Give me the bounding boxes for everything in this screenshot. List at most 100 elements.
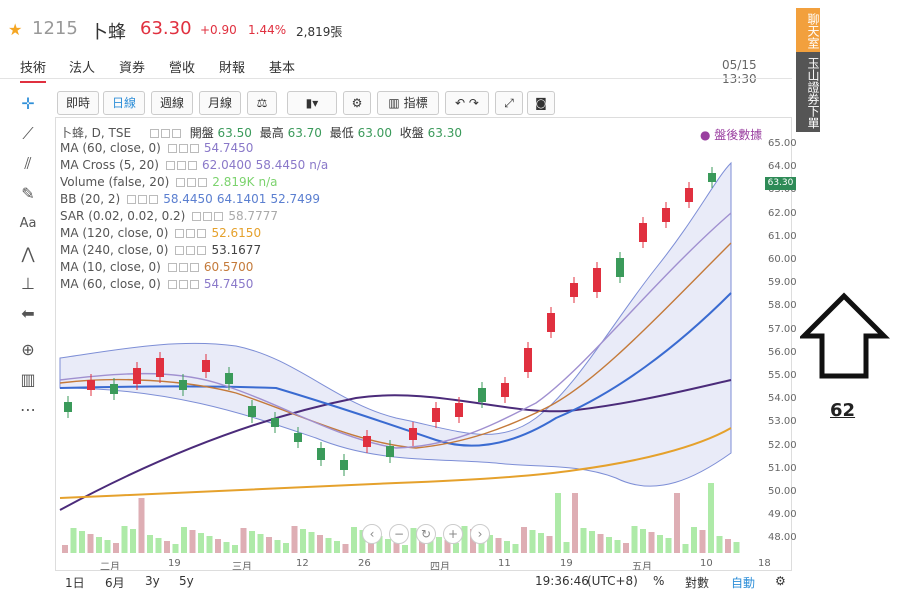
volume-bar (206, 536, 213, 553)
legend-row: MA (60, close, 0) 54.7450 (60, 141, 253, 157)
tab-basic[interactable]: 基本 (269, 61, 296, 76)
after-hours-data-link[interactable]: ● 盤後數據 (700, 128, 763, 142)
open-label: 開盤 (189, 126, 214, 140)
scroll-right-icon[interactable]: › (470, 524, 490, 544)
volume-bar (198, 533, 204, 553)
candlestick-chart[interactable] (56, 118, 791, 570)
volume-bar (691, 527, 697, 553)
zoom-in-icon[interactable]: ⊕ (21, 340, 35, 359)
tab-institutional[interactable]: 法人 (69, 61, 96, 76)
x-tick-label: 二月 (100, 562, 120, 573)
clock-time: 19:36:46 (535, 574, 589, 588)
trendline-icon[interactable]: ⟋ (22, 124, 34, 143)
volume-bar (266, 537, 272, 553)
tab-technical[interactable]: 技術 (20, 57, 47, 83)
reset-icon[interactable]: ↻ (416, 524, 436, 544)
close-value: 63.30 (427, 126, 462, 140)
close-label: 收盤 (399, 126, 424, 140)
chart-toolbar: 即時 日線 週線 月線 ⚖ ▮▾ ⚙ ▥ 指標 ↶ ↷ ⤢ ◙ (55, 90, 792, 116)
tab-margin[interactable]: 資券 (119, 61, 146, 76)
settings-gear-icon-bottom[interactable]: ⚙ (775, 574, 786, 588)
candle-body (639, 223, 647, 242)
range-6m[interactable]: 6月 (105, 576, 125, 590)
timezone[interactable]: (UTC+8) (587, 574, 638, 588)
indicator-label: 指標 (403, 96, 428, 110)
legend-row-label: Volume (false, 20) (60, 175, 170, 189)
monthly-button[interactable]: 月線 (199, 91, 241, 115)
candle-body (432, 408, 440, 422)
tab-revenue[interactable]: 營收 (169, 61, 196, 76)
candle-body (547, 313, 555, 332)
x-tick-label: 10 (700, 558, 713, 569)
volume-bar (96, 537, 102, 553)
volume-bar (359, 530, 366, 553)
legend-row: Volume (false, 20) 2.819K n/a (60, 175, 278, 191)
arrow-left-icon[interactable]: ⬅ (21, 304, 35, 323)
volume-bar (308, 532, 315, 553)
volume-bar (733, 542, 740, 553)
candle-body (294, 433, 302, 442)
volume-bar (614, 540, 621, 553)
daily-button[interactable]: 日線 (103, 91, 145, 115)
order-button[interactable]: 玉山證券下單 (796, 52, 820, 132)
scroll-left-icon[interactable]: ‹ (362, 524, 382, 544)
volume-bar (674, 493, 680, 553)
legend-row: MA (10, close, 0) 60.5700 (60, 260, 253, 276)
crosshair-icon[interactable]: ✛ (21, 94, 35, 113)
volume-bar (283, 543, 289, 553)
fullscreen-icon[interactable]: ⤢ (495, 91, 523, 115)
range-3y[interactable]: 3y (145, 574, 160, 588)
y-tick-label: 59.00 (768, 277, 797, 289)
pattern-icon[interactable]: ⋀ (21, 244, 35, 263)
volume-bar (325, 538, 332, 553)
measure-icon[interactable]: ⊥ (21, 274, 35, 293)
volume-bar (436, 537, 442, 553)
zoom-in-button-icon[interactable]: + (443, 524, 463, 544)
legend-row-label: SAR (0.02, 0.02, 0.2) (60, 209, 186, 223)
log-toggle[interactable]: 對數 (685, 576, 710, 590)
drawing-toolbar: ✛ ⟋ ⫽ ✎ Aa ⋀ ⊥ ⬅ ⊕ ▥ ⋯ (12, 90, 44, 430)
candle-type-icon[interactable]: ▮▾ (287, 91, 337, 115)
high-value: 63.70 (287, 126, 322, 140)
volume-bar (597, 534, 604, 553)
zoom-out-icon[interactable]: − (389, 524, 409, 544)
legend-row: SAR (0.02, 0.02, 0.2) 58.7777 (60, 209, 278, 225)
compare-scale-icon[interactable]: ⚖ (247, 91, 277, 115)
candle-body (133, 368, 141, 384)
candle-body (202, 360, 210, 372)
ruler-icon[interactable]: ▥ (20, 370, 36, 389)
candle-body (87, 380, 95, 390)
volume-bar (351, 527, 357, 553)
fib-lines-icon[interactable]: ⫽ (24, 154, 32, 173)
volume-bar (546, 536, 553, 553)
up-arrow-annotation-icon (800, 292, 890, 379)
volume-bar (563, 542, 570, 553)
text-icon[interactable]: Aa (19, 216, 37, 231)
settings-gear-icon[interactable]: ⚙ (343, 91, 371, 115)
favorite-star-icon[interactable]: ★ (8, 20, 23, 39)
more-icon[interactable]: ⋯ (20, 400, 36, 419)
indicator-button[interactable]: ▥ 指標 (377, 91, 439, 115)
x-tick-label: 五月 (632, 562, 652, 573)
auto-toggle[interactable]: 自動 (731, 576, 756, 590)
y-tick-label: 57.00 (768, 323, 797, 335)
chat-room-button[interactable]: 聊天室 (796, 8, 820, 52)
volume-bar (223, 542, 230, 553)
weekly-button[interactable]: 週線 (151, 91, 193, 115)
range-5y[interactable]: 5y (179, 574, 194, 588)
y-tick-label: 60.00 (768, 254, 797, 265)
volume-bar (215, 539, 221, 553)
tab-financials[interactable]: 財報 (219, 61, 246, 76)
volume-bar (147, 535, 153, 553)
screenshot-camera-icon[interactable]: ◙ (527, 91, 555, 115)
intraday-button[interactable]: 即時 (57, 91, 99, 115)
range-1d[interactable]: 1日 (65, 576, 85, 590)
volume-bar (138, 498, 145, 553)
volume-bar (317, 535, 323, 553)
undo-redo-icon[interactable]: ↶ ↷ (445, 91, 489, 115)
y-tick-label: 61.00 (768, 230, 797, 242)
candle-body (708, 173, 716, 182)
percent-toggle[interactable]: % (653, 574, 665, 588)
brush-icon[interactable]: ✎ (21, 184, 35, 203)
volume-bar (453, 543, 459, 553)
